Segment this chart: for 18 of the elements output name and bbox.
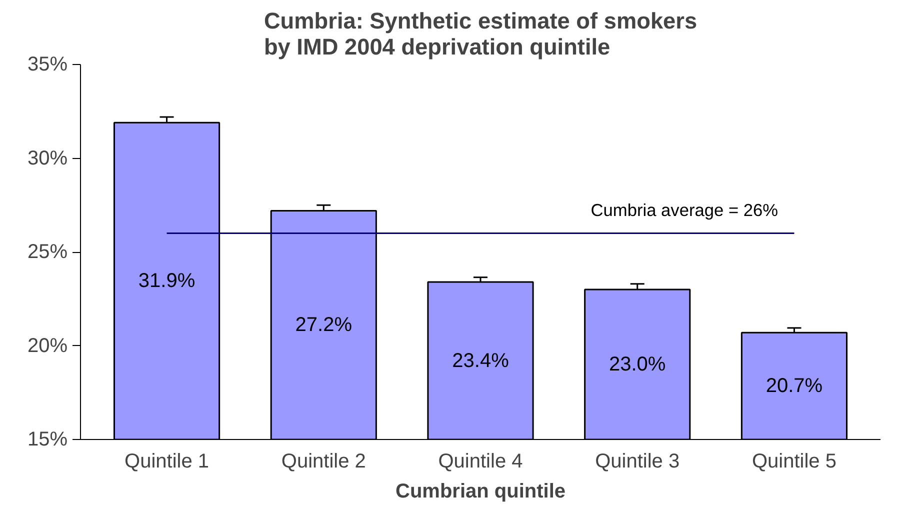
y-tick-label: 15% bbox=[27, 428, 68, 450]
data-label: 20.7% bbox=[766, 375, 823, 398]
data-label: 23.0% bbox=[609, 354, 666, 376]
x-tick-label: Quintile 4 bbox=[438, 450, 523, 472]
data-label: 31.9% bbox=[138, 270, 196, 292]
data-label: 27.2% bbox=[295, 314, 352, 336]
x-tick-label: Quintile 1 bbox=[124, 450, 210, 472]
y-tick-label: 25% bbox=[27, 241, 68, 263]
x-tick-label: Quintile 5 bbox=[752, 450, 836, 472]
data-label: 23.4% bbox=[452, 350, 510, 372]
y-tick-label: 30% bbox=[27, 147, 68, 170]
y-tick-label: 35% bbox=[27, 54, 68, 76]
chart-title: Cumbria: Synthetic estimate of smokers by IMD 2004 deprivation quintile bbox=[264, 8, 698, 60]
y-tick-label: 20% bbox=[27, 334, 68, 357]
x-tick-label: Quintile 2 bbox=[281, 450, 366, 472]
x-axis-title: Cumbrian quintile bbox=[396, 480, 566, 502]
x-tick-label: Quintile 3 bbox=[595, 450, 680, 472]
ref-line-label: Cumbria average = 26% bbox=[590, 200, 778, 220]
